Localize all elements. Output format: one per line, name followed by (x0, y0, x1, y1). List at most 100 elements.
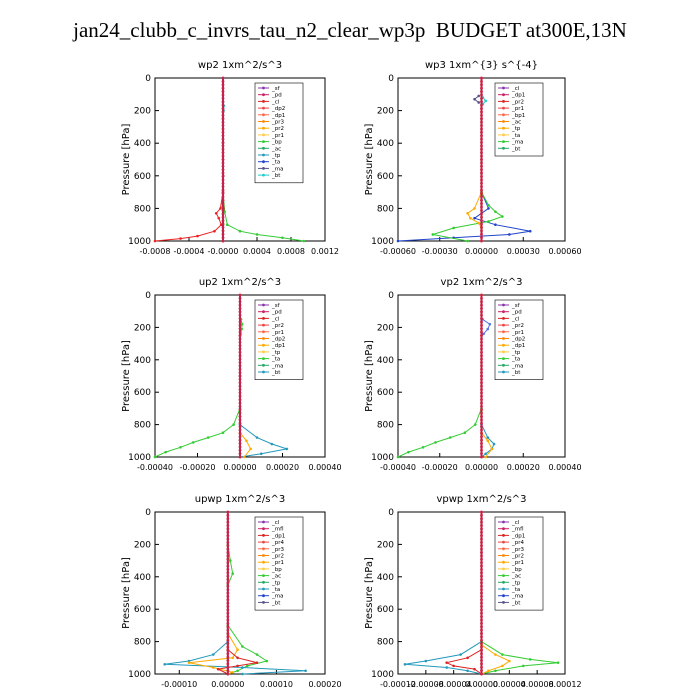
data-point (255, 233, 259, 236)
y-tick-label: 400 (134, 356, 151, 366)
zero-profile-marker (480, 83, 483, 87)
data-point (241, 672, 244, 676)
data-point (232, 423, 235, 426)
legend-marker (502, 113, 505, 117)
data-point (304, 669, 307, 673)
zero-profile-marker (480, 340, 483, 344)
legend-marker (502, 363, 505, 367)
chart-title: upwp 1xm^2/s^3 (195, 494, 285, 505)
zero-profile-marker (238, 391, 242, 395)
legend-label: _dp1 (511, 343, 525, 349)
zero-profile-marker (238, 384, 242, 388)
x-tick-label: -0.0000 (208, 247, 239, 256)
legend-label: _ta (511, 357, 520, 363)
legend-label: _bp (511, 567, 522, 573)
y-tick-label: 0 (388, 74, 394, 84)
y-tick-label: 600 (134, 605, 151, 615)
legend-marker (502, 100, 505, 103)
zero-profile-marker (221, 107, 225, 110)
legend-marker (502, 587, 505, 591)
zero-profile-marker (221, 209, 225, 212)
y-tick-label: 200 (134, 107, 151, 117)
y-axis-label: Pressure [hPa] (121, 340, 132, 412)
legend-marker (262, 574, 265, 577)
zero-profile-marker (238, 438, 242, 442)
zero-profile-marker (238, 337, 242, 341)
zero-profile-marker (480, 164, 483, 168)
data-point (245, 664, 249, 668)
zero-profile-marker (238, 303, 242, 307)
x-tick-label: 0.0004 (243, 247, 271, 256)
legend-marker (262, 93, 265, 97)
zero-profile-marker (480, 628, 483, 632)
zero-profile-marker (226, 648, 230, 652)
zero-profile-marker (480, 100, 483, 104)
data-point (434, 441, 437, 444)
x-tick-label: 0.0008 (277, 247, 305, 256)
zero-profile-marker (226, 524, 230, 527)
zero-profile-marker (226, 625, 230, 629)
data-point (484, 452, 487, 456)
legend-label: _dp1 (271, 533, 285, 539)
zero-profile-marker (238, 371, 242, 375)
zero-profile-marker (480, 232, 483, 236)
x-tick-label: -0.0004 (174, 247, 205, 256)
zero-profile-marker (480, 391, 483, 395)
series-line (154, 408, 241, 458)
data-point (164, 450, 167, 454)
chart-panel-4: vp2 1xm^2/s^3 Pressure [hPa] 0 200 400 600 800… (364, 277, 582, 472)
zero-profile-marker (238, 313, 242, 317)
zero-profile-marker (238, 364, 242, 368)
zero-profile-marker (226, 534, 230, 538)
zero-profile-marker (480, 215, 483, 219)
data-point (206, 436, 210, 439)
legend-label: _bt (511, 370, 521, 376)
series-line (481, 432, 493, 458)
legend-label: _ac (271, 574, 281, 580)
data-point (501, 664, 504, 668)
legend-marker (502, 303, 505, 307)
zero-profile-marker (480, 76, 483, 80)
data-point (482, 332, 485, 336)
zero-profile-marker (480, 154, 483, 158)
zero-profile-marker (480, 192, 483, 195)
figure-title: jan24_clubb_c_invrs_tau_n2_clear_wp3p BU… (73, 18, 627, 42)
legend-label: _ta (271, 160, 280, 166)
zero-profile-marker (221, 134, 225, 138)
zero-profile-marker (480, 144, 483, 148)
legend-marker (262, 580, 265, 584)
zero-profile-marker (480, 578, 483, 581)
zero-profile-marker (480, 364, 483, 368)
y-tick-label: 0 (388, 508, 394, 518)
data-point (487, 207, 490, 210)
zero-profile-marker (221, 175, 225, 178)
legend-label: _ta (271, 357, 280, 363)
zero-profile-marker (480, 226, 483, 229)
zero-profile-marker (480, 574, 483, 578)
zero-profile-marker (480, 293, 483, 297)
data-point (528, 229, 532, 233)
zero-profile-marker (238, 377, 242, 381)
data-point (501, 215, 504, 218)
zero-profile-marker (480, 236, 483, 240)
series-line (432, 191, 504, 242)
zero-profile-marker (480, 547, 483, 551)
data-point (466, 211, 469, 215)
x-tick-label: 0.00020 (266, 463, 299, 472)
data-point (231, 656, 235, 660)
zero-profile-marker (221, 113, 225, 117)
zero-profile-marker (226, 618, 230, 622)
zero-profile-marker (238, 455, 242, 459)
zero-profile-marker (480, 103, 483, 107)
legend-marker (262, 120, 265, 123)
zero-profile-marker (480, 347, 483, 351)
data-point (231, 572, 235, 575)
data-point (211, 653, 215, 656)
data-point (241, 645, 244, 648)
legend-label: _tp (511, 580, 521, 586)
chart-title: wp3 1xm^{3} s^{-4} (425, 60, 538, 71)
data-point (407, 450, 410, 454)
legend-marker (502, 86, 505, 90)
legend-marker (262, 86, 265, 90)
y-tick-label: 0 (145, 508, 151, 518)
